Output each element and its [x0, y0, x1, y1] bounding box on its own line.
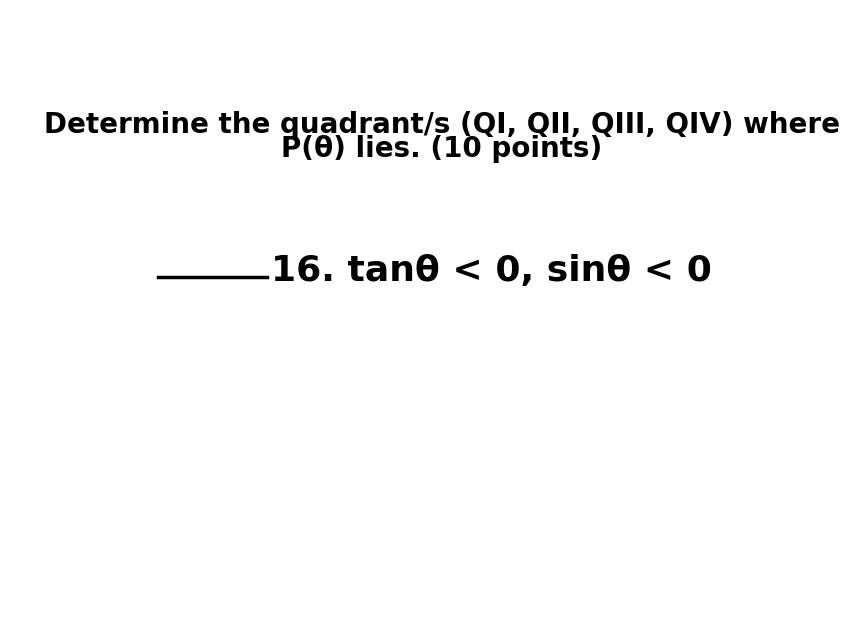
Text: P(θ) lies. (10 points): P(θ) lies. (10 points): [281, 135, 602, 163]
Text: Determine the quadrant/s (QI, QII, QIII, QIV) where: Determine the quadrant/s (QI, QII, QIII,…: [44, 111, 839, 139]
Text: 16. tanθ < 0, sinθ < 0: 16. tanθ < 0, sinθ < 0: [271, 254, 711, 288]
